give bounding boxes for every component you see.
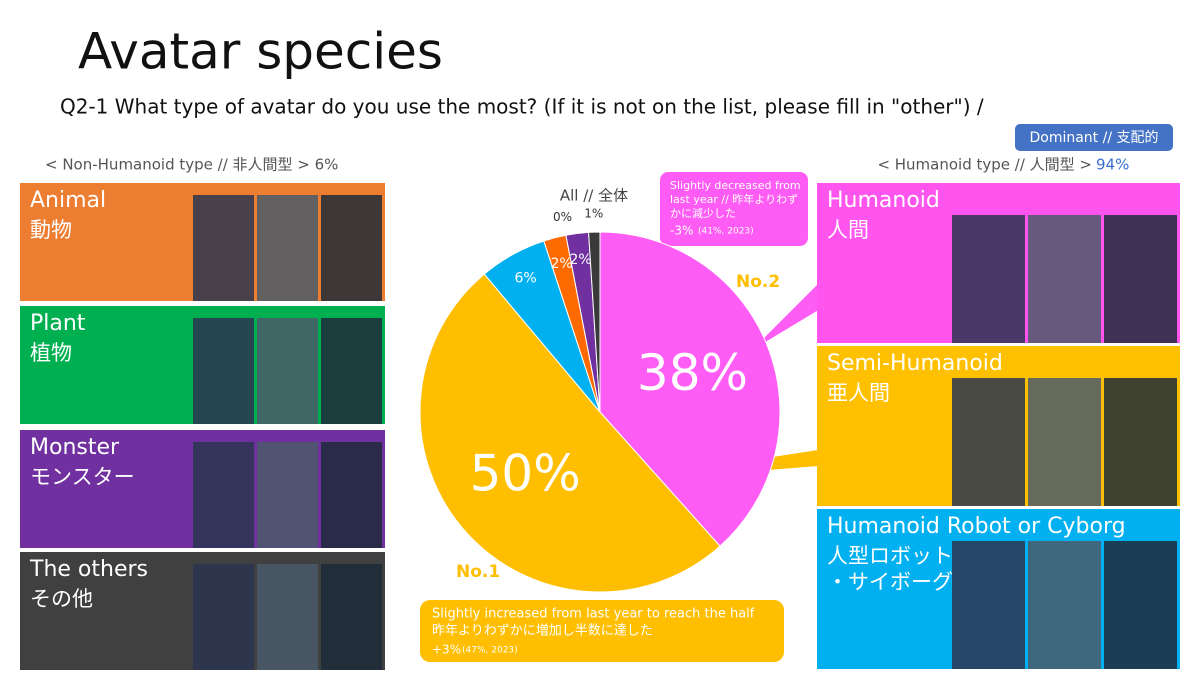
avatar-image: [193, 195, 254, 301]
panel-label-ja: 亜人間: [827, 381, 890, 405]
avatar-image: [193, 564, 254, 670]
callout-text: かに減少した: [670, 206, 736, 220]
panel-label-ja: 人間: [827, 218, 869, 242]
panel-label-ja: 動物: [30, 218, 72, 242]
pie-slice: [419, 273, 721, 593]
panel-label: Monster: [30, 435, 120, 460]
panel-label-ja: その他: [30, 587, 93, 611]
slice-label: 0%: [553, 210, 572, 224]
avatar-image: [193, 442, 254, 548]
right-heading: < Humanoid type // 人間型 >: [877, 156, 1092, 174]
callout-text: last year // 昨年よりわず: [670, 192, 798, 206]
avatar-image: [257, 195, 318, 301]
avatar-image: [952, 541, 1025, 669]
slice-label: 1%: [584, 207, 603, 221]
avatar-image: [952, 378, 1025, 506]
callout-text: 昨年よりわずかに増加し半数に達した: [432, 624, 653, 639]
panel-label: The others: [29, 557, 148, 582]
callout-text: Slightly increased from last year to rea…: [432, 607, 755, 622]
callout-previous: (41%, 2023): [698, 227, 754, 237]
question: Q2-1 What type of avatar do you use the …: [60, 95, 984, 119]
avatar-image: [1104, 541, 1177, 669]
chart-title: All // 全体: [560, 187, 628, 205]
pie-slice: [588, 231, 601, 413]
avatar-image: [257, 442, 318, 548]
panel-label-ja: ・サイボーグ: [827, 570, 953, 594]
panel-label: Semi-Humanoid: [827, 351, 1003, 376]
avatar-image: [321, 442, 382, 548]
slice-label: 38%: [637, 344, 748, 402]
panel-label: Humanoid Robot or Cyborg: [827, 514, 1126, 539]
rank-label: No.2: [736, 272, 780, 292]
avatar-image: [1028, 378, 1101, 506]
panel-label: Animal: [30, 188, 106, 213]
callout-change: -3%: [670, 224, 693, 238]
avatar-image: [193, 318, 254, 424]
avatar-image: [257, 564, 318, 670]
panel-label: Humanoid: [827, 188, 940, 213]
callout-previous: (47%, 2023): [462, 646, 518, 656]
slice-label: 2%: [570, 252, 592, 268]
panel-label: Plant: [30, 311, 86, 336]
panel-label-ja: 植物: [30, 341, 72, 365]
right-heading-value: 94%: [1096, 156, 1129, 174]
pie-slice: [599, 231, 781, 547]
left-heading: < Non-Humanoid type // 非人間型 > 6%: [45, 156, 338, 174]
callout-change: +3%: [432, 643, 461, 657]
badge: Dominant // 支配的: [1029, 130, 1158, 146]
callout-box: [660, 172, 808, 246]
slice-label: 6%: [515, 270, 537, 286]
slice-label: 50%: [470, 444, 581, 502]
callout-text: Slightly decreased from: [670, 179, 801, 192]
slide-title: Avatar species: [78, 23, 443, 81]
avatar-image: [952, 215, 1025, 343]
avatar-image: [1028, 541, 1101, 669]
callout-box: [420, 600, 784, 662]
avatar-image: [321, 318, 382, 424]
slice-label: 2%: [550, 256, 572, 272]
pointer: [752, 282, 835, 350]
badge-bg: [1015, 124, 1173, 151]
panel-label-ja: モンスター: [30, 465, 135, 489]
avatar-image: [257, 318, 318, 424]
avatar-image: [1028, 215, 1101, 343]
avatar-image: [321, 195, 382, 301]
avatar-image: [321, 564, 382, 670]
panel-label-ja: 人型ロボット: [827, 544, 953, 568]
rank-label: No.1: [456, 562, 500, 582]
avatar-image: [1104, 215, 1177, 343]
avatar-image: [1104, 378, 1177, 506]
